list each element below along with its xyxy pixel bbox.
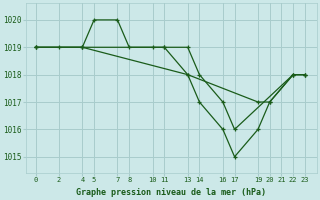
X-axis label: Graphe pression niveau de la mer (hPa): Graphe pression niveau de la mer (hPa)	[76, 188, 266, 197]
